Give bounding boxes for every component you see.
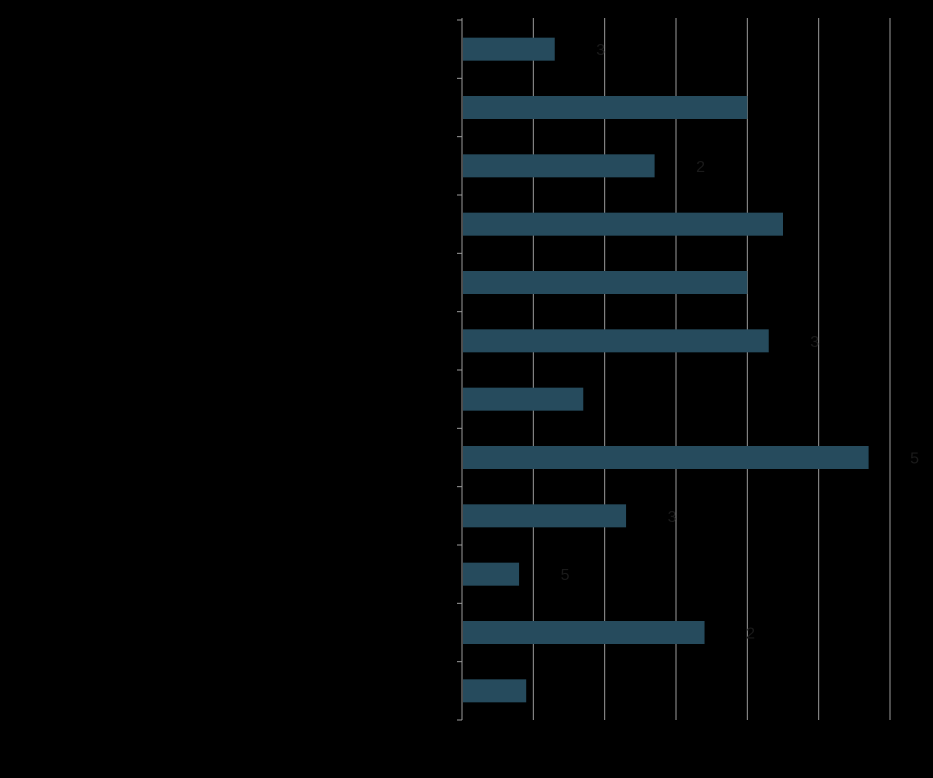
- data-label: 5: [561, 567, 570, 584]
- bar: [463, 446, 869, 469]
- data-label: 3: [596, 42, 605, 59]
- bar: [463, 387, 584, 411]
- data-label: 2: [746, 626, 755, 643]
- bar: [463, 154, 655, 178]
- bars: [463, 37, 869, 703]
- data-label: 3: [668, 509, 677, 526]
- bar: [463, 37, 555, 61]
- bar: [463, 621, 705, 644]
- bar: [463, 212, 783, 236]
- data-label: 2: [696, 159, 705, 176]
- bar: [463, 562, 520, 586]
- bar: [463, 96, 748, 119]
- bar: [463, 679, 527, 703]
- category-axis: [457, 18, 463, 721]
- gridlines: [532, 18, 891, 720]
- data-labels: 3 2 3 5 3 5 2: [561, 42, 920, 642]
- bar: [463, 271, 748, 294]
- data-label: 5: [910, 451, 919, 468]
- bar: [463, 504, 627, 528]
- bar: [463, 329, 769, 353]
- data-label: 3: [810, 334, 819, 351]
